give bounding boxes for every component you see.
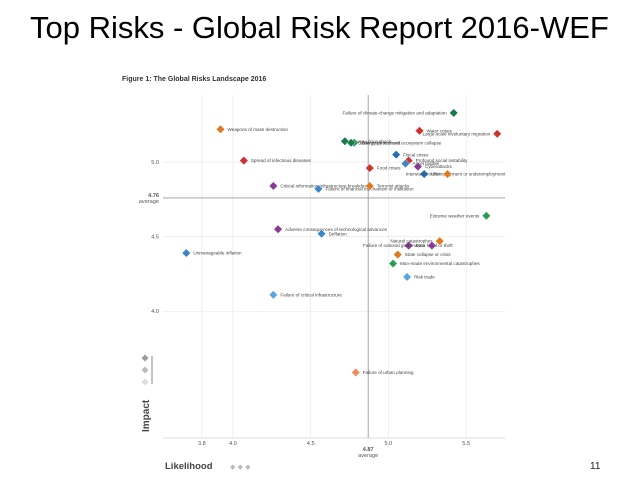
risk-point: [268, 181, 278, 191]
risk-point: [239, 156, 249, 166]
chart-grid: [163, 95, 505, 439]
risk-point: [273, 224, 283, 234]
risk-point-label: Fiscal crises: [403, 152, 429, 157]
risk-point: [492, 129, 502, 139]
risk-point: [340, 136, 350, 146]
risk-point: [393, 250, 403, 260]
risk-point-label: Failure of national governance: [363, 243, 425, 248]
x-axis-title: Likelihood: [165, 461, 213, 472]
risk-point-label: Natural catastrophes: [390, 239, 433, 244]
risk-point: [365, 181, 375, 191]
risk-point: [351, 367, 361, 377]
risk-point-label: Energy price shock: [352, 139, 392, 144]
risk-point: [391, 150, 401, 160]
risk-point: [216, 124, 226, 134]
chart-marks: Failure of climate-change mitigation and…: [181, 108, 506, 377]
risk-point-label: Critical information infrastructure brea…: [280, 184, 370, 189]
y-tick-label: 5.0: [151, 160, 159, 166]
risk-point: [401, 159, 410, 169]
risk-point-label: Energy price shock: [361, 140, 401, 145]
average-y-value: 4.76: [148, 193, 159, 199]
average-x-sublabel: average: [358, 453, 378, 459]
risk-point: [449, 108, 459, 118]
x-tick-label: 5.0: [385, 441, 393, 447]
risk-point-label: Biodiversity loss and ecosystem collapse: [358, 140, 442, 145]
y-axis-title: Impact: [141, 399, 152, 432]
risk-point-label: Profound social instability: [416, 158, 469, 163]
risk-point-label: Food crises: [377, 166, 401, 171]
risk-point: [388, 259, 398, 269]
risk-point-label: Asset bubble: [413, 161, 440, 166]
risk-point: [404, 241, 414, 251]
y-axis-legend-glyph: [141, 354, 153, 386]
figure-title: Figure 1: The Global Risks Landscape 201…: [122, 76, 266, 83]
slide-number: 11: [590, 461, 601, 472]
risk-point-label: Weapons of mass destruction: [228, 127, 289, 132]
x-tick-label: 5.5: [462, 441, 470, 447]
x-tick-label: 3.8: [198, 441, 206, 447]
average-y-sublabel: average: [139, 199, 159, 205]
x-axis-legend-glyph: ◆ ◆ ◆: [230, 463, 251, 471]
risk-point: [317, 229, 327, 239]
risk-point-label: Failure of urban planning: [363, 370, 414, 375]
risk-point: [313, 184, 323, 194]
risk-point: [435, 236, 445, 246]
risk-point-label: Unmanageable inflation: [193, 251, 242, 256]
risk-point-label: Spread of infectious diseases: [251, 158, 312, 163]
risk-point: [402, 272, 412, 282]
risk-point: [481, 211, 491, 221]
risk-point-label: Water crises: [427, 128, 453, 133]
risk-point-label: Extreme weather events: [430, 213, 480, 218]
x-tick-label: 4.0: [229, 441, 237, 447]
risk-point-label: Risk trade: [414, 275, 435, 280]
risk-point-label: Failure of critical infrastructure: [280, 292, 342, 297]
y-tick-label: 4.5: [151, 235, 159, 241]
risk-point: [415, 126, 424, 136]
risk-point: [442, 169, 452, 179]
risk-point: [427, 241, 437, 251]
average-x-value: 4.87: [363, 447, 374, 453]
risk-point: [413, 162, 423, 172]
risk-point: [365, 163, 375, 173]
y-tick-label: 4.0: [151, 309, 159, 315]
slide-title: Top Risks - Global Risk Report 2016-WEF: [30, 10, 609, 45]
risk-point-label: Cyberattacks: [425, 164, 453, 169]
chart-ticks: 3.8 4.0 4.5 5.0 5.5 4.0 4.5 5.0: [151, 160, 470, 447]
risk-point: [268, 290, 278, 300]
risk-point-label: State collapse or crisis: [405, 252, 452, 257]
risk-point: [419, 169, 429, 179]
risk-point-label: Failure of climate-change mitigation and…: [343, 110, 448, 115]
risk-point-label: Unemployment or underemployment: [431, 172, 506, 177]
risk-point-label: Terrorist attacks: [377, 184, 410, 189]
risk-point-label: Large-scale involuntary migration: [423, 131, 491, 136]
x-tick-label: 4.5: [307, 441, 315, 447]
risk-point-label: Adverse consequences of technological ad…: [285, 227, 388, 232]
risk-point: [346, 138, 356, 148]
risk-point-label: Deflation: [329, 231, 348, 236]
risk-point-label: Interstate conflict: [406, 172, 441, 177]
risk-point: [181, 248, 191, 258]
risk-point-label: Man-made environmental catastrophes: [400, 261, 480, 266]
